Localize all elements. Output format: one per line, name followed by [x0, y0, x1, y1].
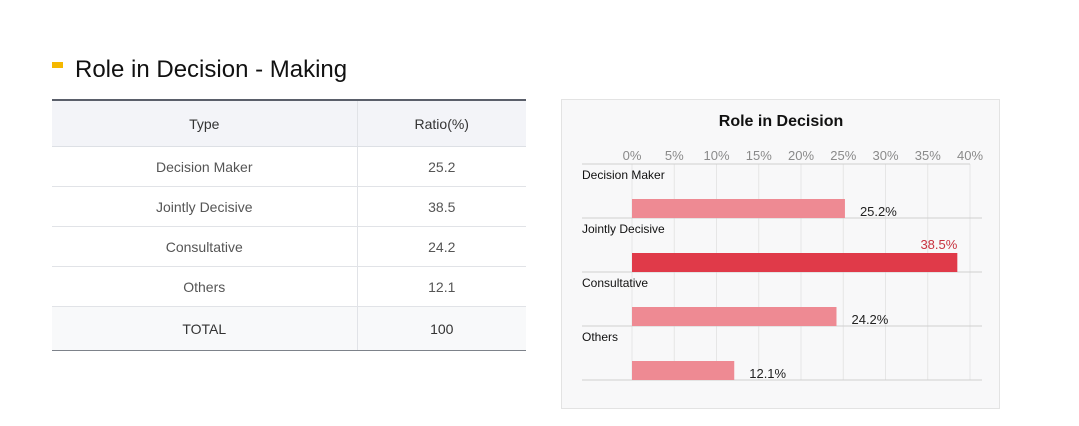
bar-chart: Role in Decision 0% 5% 10% 15% 20% 25% 30% 35% 4… — [582, 113, 984, 381]
category-label: Decision Maker — [582, 168, 665, 182]
header-ratio: Ratio(%) — [356, 99, 526, 147]
x-tick-label: 25% — [830, 148, 856, 163]
x-tick-label: 10% — [703, 148, 729, 163]
cell-ratio: 25.2 — [356, 146, 526, 187]
section-heading: Role in Decision - Making — [52, 56, 347, 84]
cell-type: Decision Maker — [52, 146, 357, 187]
cell-type: Consultative — [52, 226, 357, 267]
table-total-row: TOTAL 100 — [52, 306, 526, 351]
bar — [632, 253, 958, 272]
bars: Decision Maker 25.2% Jointly Decisive 38.5%… — [582, 168, 958, 381]
x-tick-labels: 0% 5% 10% 15% 20% 25% 30% 35% 40% — [623, 148, 984, 163]
chart-panel: Role in Decision 0% 5% 10% 15% 20% 25% 30% 35% 4… — [561, 99, 1000, 409]
table-row: Others 12.1 — [52, 266, 526, 307]
cell-type: Jointly Decisive — [52, 186, 357, 227]
header-type: Type — [52, 99, 357, 147]
data-label: 25.2% — [860, 204, 897, 219]
cell-type: Others — [52, 266, 357, 307]
category-label: Others — [582, 330, 618, 344]
x-tick-label: 35% — [915, 148, 941, 163]
table-row: Jointly Decisive 38.5 — [52, 186, 526, 227]
total-value: 100 — [356, 306, 526, 351]
total-label: TOTAL — [52, 306, 357, 351]
x-tick-label: 40% — [957, 148, 983, 163]
x-tick-label: 5% — [665, 148, 684, 163]
data-label: 24.2% — [851, 312, 888, 327]
title-marker — [52, 62, 63, 68]
category-label: Consultative — [582, 276, 648, 290]
data-label: 38.5% — [920, 237, 957, 252]
section-title: Role in Decision - Making — [75, 56, 348, 83]
table-header-row: Type Ratio(%) — [52, 99, 526, 147]
cell-ratio: 12.1 — [356, 266, 526, 307]
bar — [632, 199, 845, 218]
table-row: Decision Maker 25.2 — [52, 146, 526, 187]
category-label: Jointly Decisive — [582, 222, 665, 236]
x-tick-label: 20% — [788, 148, 814, 163]
data-label: 12.1% — [749, 366, 786, 381]
cell-ratio: 24.2 — [356, 226, 526, 267]
bar — [632, 307, 837, 326]
ratio-table: Type Ratio(%) Decision Maker 25.2 Jointl… — [52, 99, 526, 351]
x-tick-label: 30% — [872, 148, 898, 163]
x-tick-label: 0% — [623, 148, 642, 163]
cell-ratio: 38.5 — [356, 186, 526, 227]
chart-title: Role in Decision — [719, 113, 843, 130]
x-tick-label: 15% — [746, 148, 772, 163]
table-row: Consultative 24.2 — [52, 226, 526, 267]
bar — [632, 361, 735, 380]
